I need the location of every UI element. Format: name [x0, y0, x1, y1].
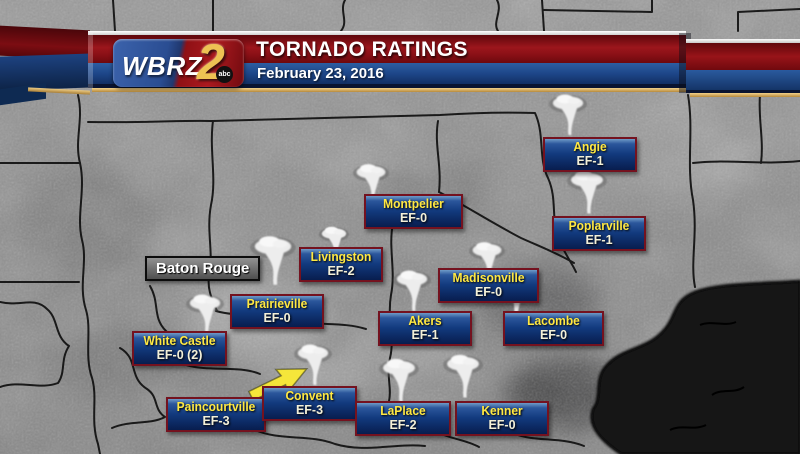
marsh-squiggles	[669, 321, 745, 431]
banner-date: February 23, 2016	[257, 65, 384, 82]
water-body	[590, 279, 800, 454]
wbrz-logo: WBRZ 2 abc	[113, 34, 244, 90]
banner-highlight	[88, 31, 686, 35]
banner-right-gold-trim	[690, 93, 800, 97]
banner-edge-highlight	[88, 33, 93, 88]
abc-network-icon: abc	[216, 66, 233, 83]
banner-right-blue-bar	[686, 70, 800, 90]
banner-right-highlight	[686, 39, 800, 43]
banner-right-red-bar	[686, 43, 800, 70]
banner-left-cap-blue	[0, 53, 94, 91]
city-label-baton-rouge: Baton Rouge	[145, 256, 261, 281]
banner-gold-trim	[92, 88, 686, 92]
banner-bottom-edge	[88, 84, 686, 88]
banner-title: TORNADO RATINGS	[256, 38, 469, 61]
wbrz-wordmark: WBRZ	[122, 51, 202, 81]
banner-right-bottom-edge	[686, 90, 800, 93]
